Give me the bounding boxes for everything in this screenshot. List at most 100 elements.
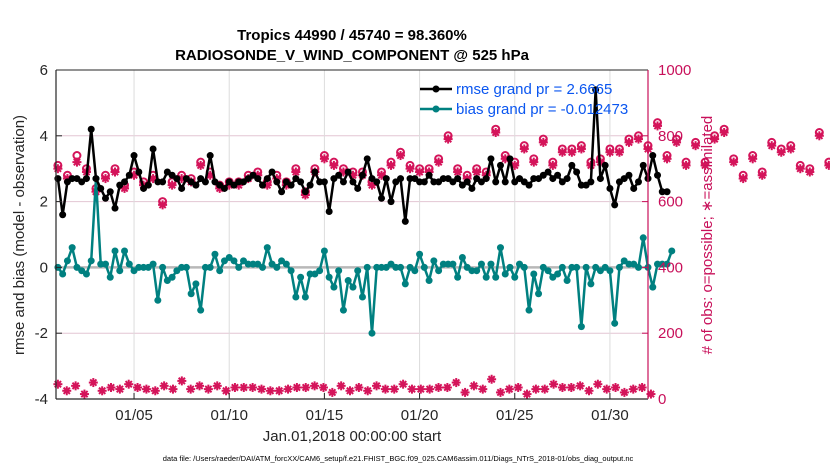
obs-bottom-marker <box>177 376 187 386</box>
bias-point <box>425 277 433 285</box>
asterisk-center <box>721 130 727 136</box>
obs-bottom-marker <box>79 389 89 399</box>
asterisk-center <box>294 384 300 390</box>
bias-point <box>263 244 271 252</box>
asterisk-center <box>568 384 574 390</box>
asterisk-center <box>444 384 450 390</box>
rmse-point <box>149 145 157 153</box>
rmse-point <box>335 171 343 179</box>
obs-bottom-marker <box>407 384 417 394</box>
asterisk-center <box>616 149 622 155</box>
obs-assimilated-marker <box>786 144 796 154</box>
asterisk-center <box>126 381 132 387</box>
rmse-point <box>382 175 390 183</box>
obs-assimilated-marker <box>158 200 168 210</box>
asterisk-center <box>264 182 270 188</box>
obs-assimilated-marker <box>576 144 586 154</box>
rmse-point <box>454 175 462 183</box>
bias-point <box>211 250 219 258</box>
rmse-point <box>259 181 267 189</box>
bias-point <box>287 267 295 275</box>
obs-bottom-marker <box>460 387 470 397</box>
y-right-tick-label: 200 <box>658 325 683 342</box>
bias-point <box>397 263 405 271</box>
asterisk-center <box>388 162 394 168</box>
bias-point <box>325 273 333 281</box>
rmse-point <box>654 171 662 179</box>
rmse-point <box>349 178 357 186</box>
asterisk-center <box>797 166 803 172</box>
bias-point <box>649 283 657 291</box>
obs-assimilated-marker <box>653 121 663 131</box>
bias-point <box>558 263 566 271</box>
rmse-point <box>387 198 395 206</box>
bias-point <box>506 263 514 271</box>
asterisk-center <box>112 169 118 175</box>
asterisk-center <box>338 383 344 389</box>
obs-assimilated-marker <box>719 128 729 138</box>
asterisk-center <box>131 172 137 178</box>
asterisk-center <box>540 139 546 145</box>
rmse-point <box>278 188 286 196</box>
obs-bottom-marker <box>88 378 98 388</box>
asterisk-center <box>170 386 176 392</box>
obs-assimilated-marker <box>434 157 444 167</box>
obs-assimilated-marker <box>691 141 701 151</box>
rmse-point <box>301 188 309 196</box>
obs-bottom-marker <box>186 384 196 394</box>
obs-assimilated-marker <box>624 137 634 147</box>
asterisk-center <box>365 388 371 394</box>
legend: rmse grand pr = 2.6665 bias grand pr = -… <box>420 81 628 118</box>
asterisk-center <box>769 143 775 149</box>
obs-assimilated-marker <box>472 167 482 177</box>
y-right-tick-label: 1000 <box>658 62 691 79</box>
asterisk-center <box>731 159 737 165</box>
obs-assimilated-marker <box>681 160 691 170</box>
obs-bottom-marker <box>265 386 275 396</box>
asterisk-center <box>664 156 670 162</box>
rmse-point <box>525 181 533 189</box>
rmse-point <box>468 184 476 192</box>
obs-assimilated-marker <box>614 147 624 157</box>
bias-point <box>577 323 585 331</box>
asterisk-center <box>418 386 424 392</box>
rmse-point <box>401 217 409 225</box>
bias-point <box>520 263 528 271</box>
bias-point <box>259 263 267 271</box>
bias-point <box>458 254 466 262</box>
rmse-point <box>554 171 562 179</box>
bias-point <box>449 260 457 268</box>
rmse-point <box>101 194 109 202</box>
asterisk-center <box>340 169 346 175</box>
rmse-point <box>287 181 295 189</box>
rmse-point <box>425 171 433 179</box>
obs-assimilated-marker <box>633 134 643 144</box>
asterisk-center <box>198 162 204 168</box>
rmse-point <box>325 207 333 215</box>
asterisk-center <box>577 383 583 389</box>
asterisk-center <box>108 384 114 390</box>
obs-assimilated-marker <box>757 170 767 180</box>
asterisk-center <box>312 383 318 389</box>
asterisk-center <box>321 156 327 162</box>
rmse-point <box>397 175 405 183</box>
asterisk-center <box>506 386 512 392</box>
obs-bottom-marker <box>575 381 585 391</box>
obs-bottom-marker <box>451 378 461 388</box>
rmse-point <box>363 155 371 163</box>
rmse-point <box>606 184 614 192</box>
asterisk-center <box>197 383 203 389</box>
asterisk-center <box>788 146 794 152</box>
rmse-point <box>544 168 552 176</box>
obs-bottom-marker <box>97 386 107 396</box>
x-tick-label: 01/15 <box>306 407 344 424</box>
obs-bottom-marker <box>504 384 514 394</box>
asterisk-center <box>214 383 220 389</box>
bias-point <box>368 329 376 337</box>
asterisk-center <box>241 384 247 390</box>
rmse-point <box>487 155 495 163</box>
asterisk-center <box>480 386 486 392</box>
asterisk-center <box>250 384 256 390</box>
asterisk-center <box>382 386 388 392</box>
